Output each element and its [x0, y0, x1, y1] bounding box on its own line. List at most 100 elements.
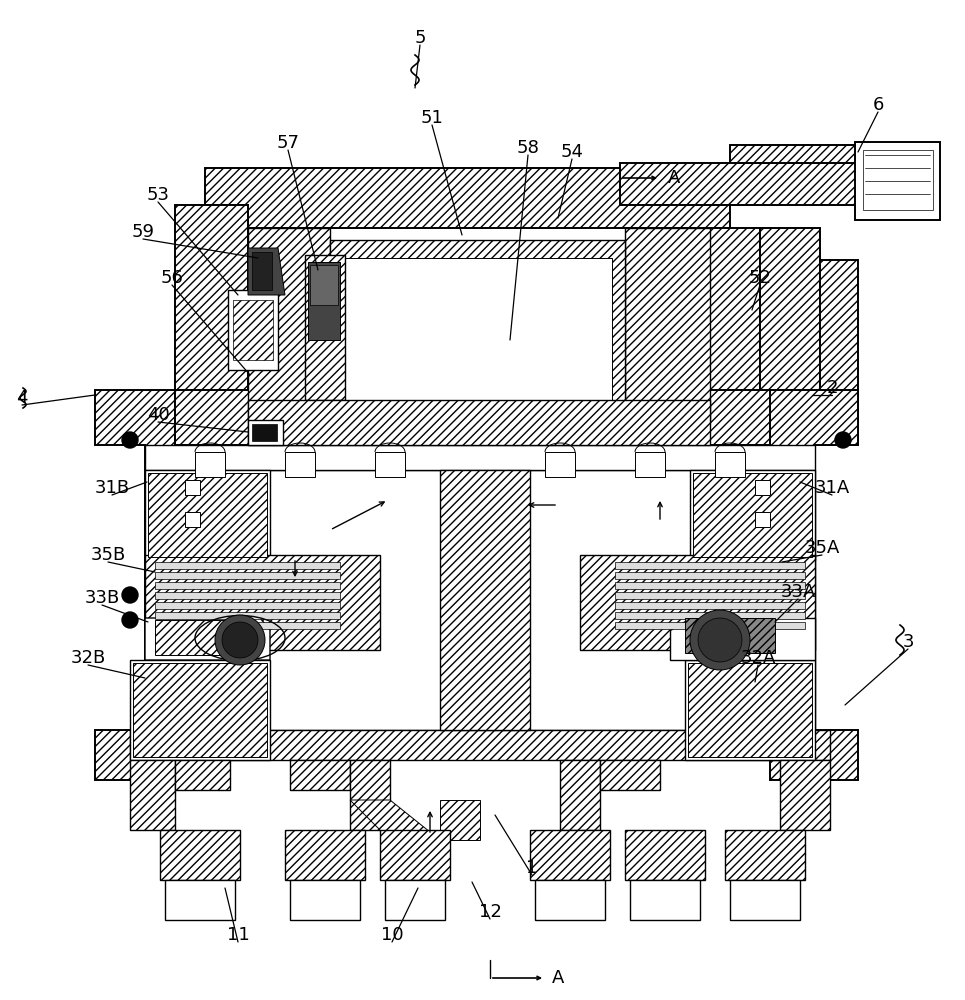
Polygon shape	[440, 800, 480, 840]
Polygon shape	[155, 592, 340, 599]
Text: 11: 11	[227, 926, 249, 944]
Text: 10: 10	[380, 926, 403, 944]
Text: 40: 40	[147, 406, 170, 424]
Polygon shape	[685, 618, 775, 653]
Circle shape	[690, 610, 750, 670]
Polygon shape	[730, 880, 800, 920]
Polygon shape	[145, 470, 270, 560]
Polygon shape	[755, 480, 770, 495]
Polygon shape	[535, 880, 605, 920]
Circle shape	[222, 622, 258, 658]
Polygon shape	[145, 555, 380, 650]
Polygon shape	[285, 452, 315, 477]
Polygon shape	[600, 760, 660, 790]
Text: 59: 59	[131, 223, 154, 241]
Polygon shape	[252, 252, 272, 290]
Polygon shape	[440, 470, 530, 730]
Text: 58: 58	[516, 139, 539, 157]
Polygon shape	[580, 555, 815, 650]
Polygon shape	[145, 618, 270, 660]
Polygon shape	[710, 228, 760, 445]
Text: A: A	[668, 169, 680, 187]
Text: 31B: 31B	[95, 479, 129, 497]
Polygon shape	[770, 390, 858, 780]
Polygon shape	[145, 445, 815, 470]
Polygon shape	[248, 248, 285, 295]
Text: 35A: 35A	[804, 539, 840, 557]
Text: 51: 51	[421, 109, 444, 127]
Text: 31A: 31A	[814, 479, 849, 497]
Polygon shape	[730, 145, 870, 163]
Polygon shape	[130, 660, 270, 760]
Polygon shape	[145, 470, 480, 730]
Polygon shape	[755, 512, 770, 527]
Polygon shape	[130, 730, 830, 760]
Polygon shape	[625, 228, 710, 420]
Polygon shape	[195, 452, 225, 477]
Polygon shape	[285, 830, 365, 880]
Polygon shape	[615, 562, 805, 569]
Polygon shape	[380, 830, 450, 880]
Polygon shape	[165, 880, 235, 920]
Polygon shape	[625, 830, 705, 880]
Polygon shape	[155, 612, 340, 619]
Polygon shape	[350, 800, 440, 840]
Polygon shape	[715, 452, 745, 477]
Polygon shape	[350, 760, 390, 830]
Polygon shape	[560, 760, 600, 830]
Text: 33A: 33A	[781, 583, 815, 601]
Polygon shape	[670, 618, 815, 660]
Polygon shape	[693, 473, 812, 557]
Text: A: A	[552, 969, 565, 987]
Text: 3: 3	[902, 633, 914, 651]
Polygon shape	[310, 265, 338, 305]
Polygon shape	[155, 620, 245, 655]
Polygon shape	[635, 452, 665, 477]
Polygon shape	[175, 205, 248, 445]
Polygon shape	[375, 452, 405, 477]
Polygon shape	[130, 760, 175, 830]
Text: 57: 57	[277, 134, 299, 152]
Polygon shape	[155, 622, 340, 629]
Polygon shape	[685, 660, 815, 760]
Circle shape	[122, 587, 138, 603]
Polygon shape	[615, 582, 805, 589]
Text: 32A: 32A	[740, 649, 776, 667]
Text: 2: 2	[826, 379, 838, 397]
Polygon shape	[155, 602, 340, 609]
Polygon shape	[148, 473, 267, 557]
Text: 35B: 35B	[91, 546, 125, 564]
Polygon shape	[545, 452, 575, 477]
Text: 53: 53	[147, 186, 170, 204]
Text: 1: 1	[526, 859, 538, 877]
Polygon shape	[155, 572, 340, 579]
Polygon shape	[308, 262, 340, 340]
Text: 33B: 33B	[84, 589, 120, 607]
Polygon shape	[290, 760, 350, 790]
Polygon shape	[95, 390, 175, 780]
Polygon shape	[820, 260, 858, 445]
Polygon shape	[95, 730, 145, 780]
Circle shape	[698, 618, 742, 662]
Polygon shape	[155, 562, 340, 569]
Text: 12: 12	[479, 903, 502, 921]
Polygon shape	[615, 602, 805, 609]
Polygon shape	[305, 255, 345, 400]
Text: 32B: 32B	[70, 649, 105, 667]
Polygon shape	[160, 830, 240, 880]
Text: 52: 52	[749, 269, 771, 287]
Polygon shape	[330, 240, 625, 415]
Polygon shape	[615, 572, 805, 579]
Polygon shape	[688, 663, 812, 757]
Polygon shape	[233, 300, 273, 360]
Polygon shape	[855, 142, 940, 220]
Polygon shape	[760, 228, 820, 445]
Polygon shape	[385, 880, 445, 920]
Circle shape	[215, 615, 265, 665]
Polygon shape	[630, 880, 700, 920]
Polygon shape	[725, 830, 805, 880]
Polygon shape	[615, 592, 805, 599]
Circle shape	[122, 432, 138, 448]
Polygon shape	[252, 424, 277, 441]
Text: 5: 5	[414, 29, 426, 47]
